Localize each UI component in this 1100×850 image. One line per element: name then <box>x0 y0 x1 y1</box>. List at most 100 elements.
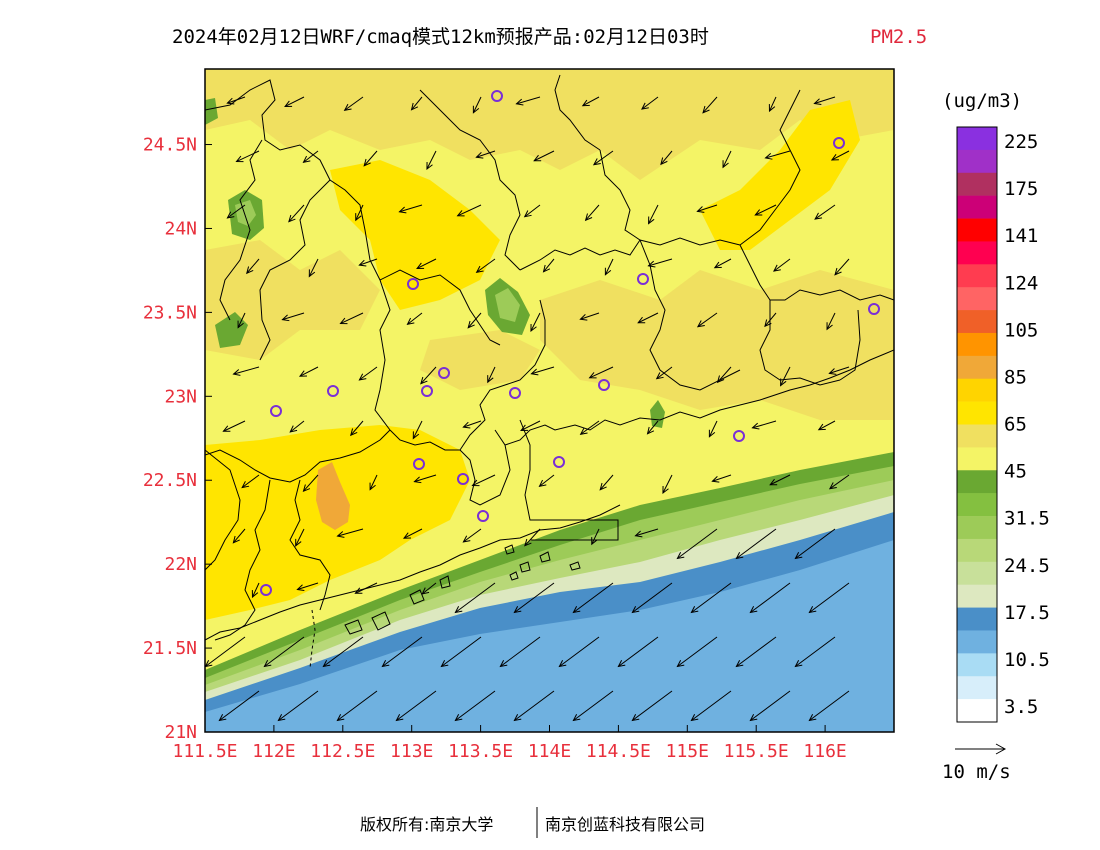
colorbar-swatch <box>957 653 997 677</box>
wind-vector-head <box>412 431 420 440</box>
colorbar-swatch <box>957 538 997 563</box>
wind-vector <box>407 312 423 325</box>
wind-vector-head <box>828 482 837 490</box>
wind-vector <box>618 636 659 667</box>
wind-vector-head <box>637 316 646 324</box>
wind-vector-head <box>579 314 588 321</box>
wind-vector-head <box>530 368 539 376</box>
wind-vector-head <box>826 322 833 331</box>
wind-vector-head <box>696 320 705 328</box>
wind-vector <box>441 636 482 667</box>
wind-vector-head <box>676 552 685 560</box>
wind-vector <box>573 582 614 613</box>
wind-vector-head <box>513 714 522 722</box>
wind-vector-head <box>808 606 817 614</box>
wind-vector-head <box>722 160 729 169</box>
wind-vector-head <box>769 478 778 486</box>
city-marker <box>260 584 272 596</box>
wind-vector <box>363 150 378 167</box>
wind-vector-head <box>416 262 425 269</box>
wind-vector <box>476 258 496 273</box>
wind-vector-head <box>363 158 371 167</box>
colorbar-unit: (ug/m3) <box>942 90 1022 112</box>
wind-vector-head <box>690 606 699 614</box>
wind-vector <box>829 366 850 374</box>
wind-reference-label: 10 m/s <box>942 761 1011 783</box>
wind-vector <box>463 420 482 428</box>
colorbar-label: 45 <box>1004 461 1027 483</box>
wind-vector <box>487 366 496 383</box>
wind-vector-head <box>581 99 590 107</box>
wind-vector <box>580 312 600 320</box>
wind-vector <box>632 690 673 721</box>
wind-vector-head <box>813 98 822 106</box>
wind-vector <box>814 96 836 104</box>
wind-vector <box>641 96 659 110</box>
wind-vector-head <box>523 210 532 218</box>
y-tick-label: 24.5N <box>143 135 197 156</box>
wind-vector-head <box>440 660 449 668</box>
wind-vector-head <box>690 714 699 722</box>
wind-vector <box>337 528 364 537</box>
wind-vector-head <box>817 423 826 431</box>
wind-vector <box>303 474 319 492</box>
wind-vector <box>585 204 600 221</box>
wind-vector <box>809 690 850 721</box>
wind-vector-head <box>592 158 601 166</box>
wind-vector <box>714 258 732 269</box>
wind-vector <box>414 474 437 483</box>
x-tick-label: 114E <box>528 741 571 762</box>
wind-vector <box>278 690 319 721</box>
wind-vector-head <box>754 209 763 216</box>
wind-vector-head <box>277 714 286 722</box>
wind-vector-head <box>604 267 612 276</box>
wind-vector-head <box>398 206 407 214</box>
field-patch-west <box>205 240 380 360</box>
wind-vector <box>472 96 482 113</box>
wind-vector-head <box>222 425 231 432</box>
wind-vector-head <box>634 530 643 538</box>
wind-vector-head <box>716 375 725 384</box>
map-title: 2024年02月12日WRF/cmaq模式12km预报产品:02月12日03时 <box>172 26 709 48</box>
wind-vector-head <box>426 161 433 171</box>
wind-vector-head <box>572 714 581 722</box>
colorbar-label: 3.5 <box>1004 696 1038 718</box>
wind-vector <box>241 474 260 488</box>
wind-vector-head <box>773 264 781 272</box>
wind-vector <box>520 420 541 431</box>
wind-vector <box>295 528 305 547</box>
city-marker <box>270 405 282 417</box>
wind-vector-head <box>542 264 551 273</box>
wind-vector-head <box>834 267 842 276</box>
field-green-blob-1-inner <box>235 200 256 226</box>
wind-vector <box>702 96 718 114</box>
wind-vector <box>457 204 482 217</box>
colorbar-label: 124 <box>1004 272 1038 294</box>
wind-vector <box>814 204 836 220</box>
colorbar-swatch <box>957 401 997 425</box>
wind-vector <box>421 582 437 595</box>
colorbar-label: 141 <box>1004 225 1038 247</box>
wind-vector-head <box>487 375 494 384</box>
wind-reference-arrowhead <box>995 743 1007 755</box>
field-max-patch <box>316 462 350 530</box>
wind-vector-head <box>830 154 839 161</box>
wind-vector-head <box>708 429 716 438</box>
colorbar-swatch <box>957 447 997 471</box>
wind-vector <box>662 474 673 494</box>
wind-vector-head <box>241 481 250 489</box>
wind-vector-head <box>336 531 345 538</box>
wind-vector <box>834 258 850 276</box>
wind-vector-head <box>343 103 352 111</box>
wind-vector-head <box>471 479 480 487</box>
wind-vector <box>399 204 423 213</box>
y-tick-label: 22N <box>164 554 197 575</box>
wind-vector-head <box>579 427 588 435</box>
wind-vector <box>573 690 614 721</box>
wind-vector <box>604 258 614 275</box>
wind-vector <box>589 366 614 379</box>
wind-vector <box>722 150 732 168</box>
wind-vector <box>514 690 555 721</box>
admin-boundaries <box>205 74 894 669</box>
wind-vector <box>455 690 496 721</box>
